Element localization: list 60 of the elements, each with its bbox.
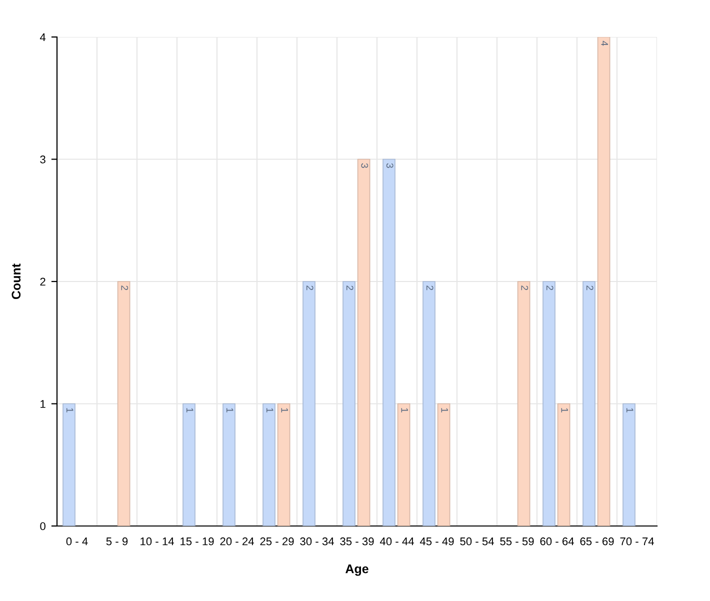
x-tick-label: 35 - 39 — [340, 537, 374, 546]
bar — [182, 403, 196, 526]
data-label: 2 — [546, 286, 554, 290]
bar — [262, 403, 276, 526]
data-label: 2 — [121, 286, 128, 290]
y-tick-label: 0 — [40, 522, 46, 530]
x-tick-label: 15 - 19 — [180, 537, 214, 546]
data-label: 1 — [401, 408, 408, 412]
bar — [517, 281, 530, 526]
y-axis-title: Count — [12, 264, 21, 300]
x-tick-label: 10 - 14 — [140, 537, 174, 546]
data-label: 2 — [426, 286, 434, 290]
data-label: 1 — [626, 408, 634, 412]
x-tick-label: 70 - 74 — [620, 537, 654, 546]
bar — [437, 403, 450, 526]
data-label: 1 — [281, 408, 288, 412]
bar — [302, 281, 316, 526]
data-label: 2 — [346, 286, 354, 290]
x-tick-label: 45 - 49 — [420, 537, 454, 546]
data-label: 1 — [226, 408, 234, 412]
data-label: 2 — [521, 286, 528, 290]
x-tick-label: 5 - 9 — [106, 537, 128, 546]
bar — [357, 158, 370, 526]
x-tick-label: 25 - 29 — [260, 537, 294, 546]
x-tick-label: 40 - 44 — [380, 537, 414, 546]
bar — [117, 281, 130, 526]
x-axis-title: Age — [346, 564, 368, 576]
x-tick-label: 65 - 69 — [580, 537, 614, 546]
bar — [342, 281, 356, 526]
bar — [622, 403, 636, 526]
x-tick-label: 60 - 64 — [540, 537, 574, 546]
data-label: 3 — [361, 163, 368, 168]
data-label: 3 — [386, 163, 394, 168]
data-label: 2 — [306, 286, 314, 290]
bar — [597, 37, 610, 526]
bar — [557, 403, 570, 526]
y-tick-label: 2 — [40, 278, 46, 286]
x-tick-label: 55 - 59 — [500, 537, 534, 546]
data-label: 1 — [561, 408, 568, 412]
y-tick-label: 1 — [40, 400, 46, 408]
data-label: 1 — [441, 408, 448, 412]
bar — [397, 403, 410, 526]
bar — [582, 281, 596, 526]
data-label: 1 — [186, 408, 194, 412]
x-tick-label: 50 - 54 — [460, 537, 494, 546]
bar — [277, 403, 290, 526]
data-label: 1 — [66, 408, 74, 412]
data-label: 4 — [601, 40, 608, 46]
bar — [62, 403, 76, 526]
y-tick-label: 3 — [40, 156, 46, 164]
data-label: 2 — [586, 286, 594, 290]
bar — [222, 403, 236, 526]
x-tick-label: 30 - 34 — [300, 537, 334, 546]
bar — [542, 281, 556, 526]
bar — [422, 281, 436, 526]
data-label: 1 — [266, 408, 274, 412]
x-tick-label: 0 - 4 — [66, 537, 88, 546]
x-tick-label: 20 - 24 — [220, 537, 254, 546]
y-tick-label: 4 — [40, 33, 46, 42]
bar — [382, 158, 396, 526]
